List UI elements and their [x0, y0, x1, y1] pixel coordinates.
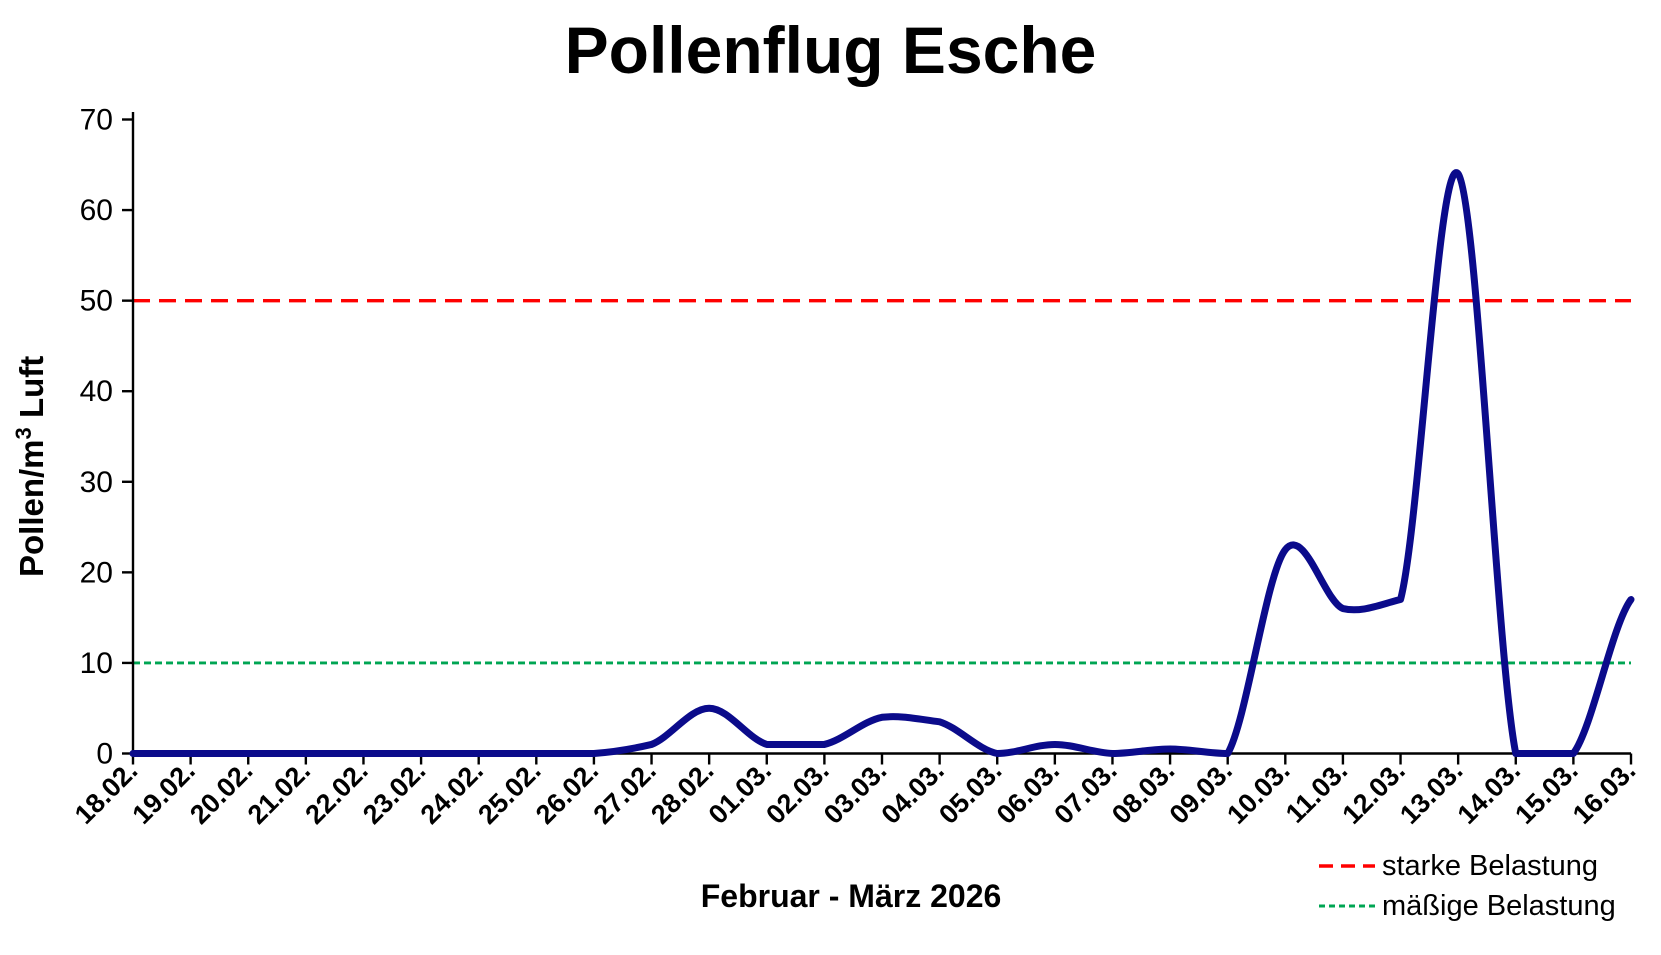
y-tick-label: 20 — [80, 556, 113, 589]
x-tick-label: 26.02. — [530, 756, 604, 830]
y-tick-label: 0 — [96, 738, 113, 771]
x-tick-label: 27.02. — [587, 756, 661, 830]
strong-load-dashed-line-icon — [1319, 864, 1375, 868]
x-tick-label: 19.02. — [127, 756, 201, 830]
x-tick-label: 10.03. — [1221, 756, 1295, 830]
y-tick-label: 70 — [80, 104, 113, 137]
y-tick-label: 30 — [80, 466, 113, 499]
legend: starke Belastung mäßige Belastung — [1318, 846, 1616, 926]
y-tick-label: 60 — [80, 194, 113, 227]
x-tick-label: 14.03. — [1452, 756, 1526, 830]
x-tick-label: 24.02. — [415, 756, 489, 830]
x-tick-label: 05.03. — [933, 756, 1007, 830]
x-tick-label: 01.03. — [703, 756, 777, 830]
legend-label-strong-load: starke Belastung — [1382, 849, 1599, 882]
x-tick-label: 06.03. — [991, 756, 1065, 830]
y-tick-label: 50 — [80, 285, 113, 318]
x-tick-label: 12.03. — [1336, 756, 1410, 830]
x-tick-label: 13.03. — [1394, 756, 1468, 830]
x-tick-label: 16.03. — [1567, 756, 1641, 830]
y-tick-label: 40 — [80, 375, 113, 408]
moderate-load-dotted-line-icon — [1319, 904, 1375, 908]
legend-item-moderate-load: mäßige Belastung — [1318, 886, 1616, 926]
chart-title: Pollenflug Esche — [564, 13, 1097, 87]
x-tick-label: 09.03. — [1164, 756, 1238, 830]
x-tick-label: 15.03. — [1509, 756, 1583, 830]
x-tick-label: 25.02. — [472, 756, 546, 830]
y-tick-label: 10 — [80, 647, 113, 680]
x-tick-label: 03.03. — [818, 756, 892, 830]
x-tick-label: 02.03. — [760, 756, 834, 830]
x-tick-label: 08.03. — [1106, 756, 1180, 830]
x-tick-label: 07.03. — [1048, 756, 1122, 830]
x-tick-label: 22.02. — [299, 756, 373, 830]
x-tick-label: 04.03. — [876, 756, 950, 830]
legend-label-moderate-load: mäßige Belastung — [1382, 889, 1616, 922]
x-axis-title: Februar - März 2026 — [700, 878, 1002, 914]
pollen-series-line — [129, 169, 1635, 757]
legend-item-strong-load: starke Belastung — [1318, 846, 1616, 886]
x-tick-label: 23.02. — [357, 756, 431, 830]
x-tick-label: 28.02. — [645, 756, 719, 830]
x-tick-label: 20.02. — [184, 756, 258, 830]
x-tick-label: 11.03. — [1280, 756, 1353, 829]
x-tick-label: 21.02. — [242, 756, 316, 830]
